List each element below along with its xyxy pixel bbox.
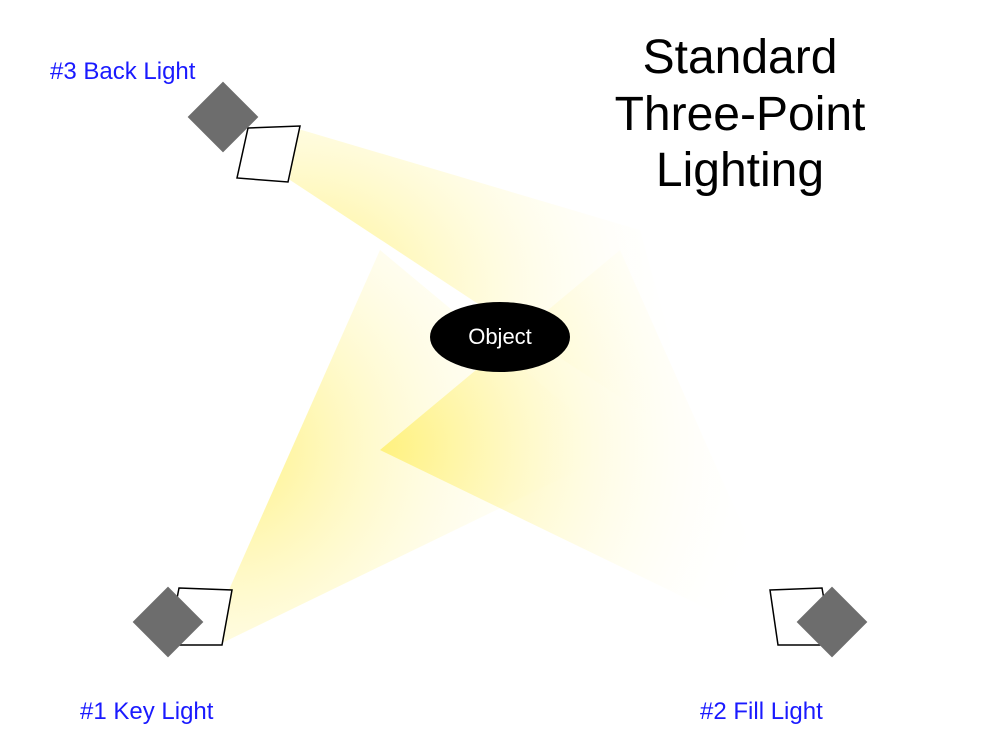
diagram-title: Standard Three-Point Lighting [540, 30, 940, 200]
title-line-2: Three-Point [540, 87, 940, 144]
object-marker: Object [430, 302, 570, 372]
fill-light-label: #2 Fill Light [700, 698, 823, 726]
back-light-label: #3 Back Light [50, 58, 195, 86]
diagram-canvas: Standard Three-Point Lighting #3 Back Li… [0, 0, 1000, 750]
title-line-1: Standard [540, 30, 940, 87]
back-light-shade [237, 126, 300, 182]
title-line-3: Lighting [540, 143, 940, 200]
object-label: Object [468, 324, 532, 350]
key-light-label: #1 Key Light [80, 698, 213, 726]
